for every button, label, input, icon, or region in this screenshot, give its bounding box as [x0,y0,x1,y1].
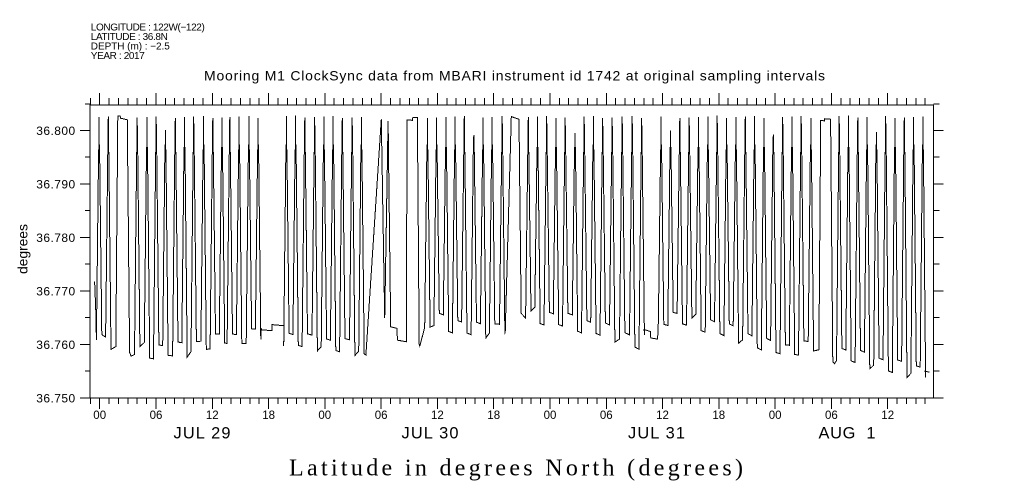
svg-text:06: 06 [375,410,388,422]
svg-text:LATITUDE : 36.8N: LATITUDE : 36.8N [91,32,168,43]
svg-text:06: 06 [600,410,613,422]
svg-text:AUG 1: AUG 1 [819,425,876,443]
svg-text:36.770: 36.770 [36,285,75,299]
svg-text:00: 00 [544,410,557,422]
svg-text:36.760: 36.760 [36,338,75,352]
svg-text:DEPTH (m) : −2.5: DEPTH (m) : −2.5 [91,41,170,52]
svg-text:36.780: 36.780 [36,231,75,245]
svg-text:LONGITUDE : 122W(−122): LONGITUDE : 122W(−122) [91,23,205,34]
svg-text:36.790: 36.790 [36,178,75,192]
svg-text:18: 18 [262,410,275,422]
svg-text:36.800: 36.800 [36,124,75,138]
svg-text:12: 12 [881,410,894,422]
svg-text:JUL 31: JUL 31 [628,425,685,443]
svg-text:00: 00 [769,410,782,422]
svg-text:06: 06 [150,410,163,422]
svg-text:JUL 30: JUL 30 [402,425,459,443]
svg-text:12: 12 [431,410,444,422]
svg-text:12: 12 [656,410,669,422]
svg-text:06: 06 [825,410,838,422]
svg-text:degrees: degrees [15,224,31,274]
svg-text:00: 00 [93,410,106,422]
svg-text:18: 18 [712,410,725,422]
svg-text:Mooring M1 ClockSync data from: Mooring M1 ClockSync data from MBARI ins… [204,67,825,83]
svg-text:JUL 29: JUL 29 [174,425,231,443]
svg-text:Latitude in degrees North (deg: Latitude in degrees North (degrees) [289,456,743,482]
svg-text:18: 18 [487,410,500,422]
svg-text:00: 00 [318,410,331,422]
svg-text:36.750: 36.750 [36,392,75,406]
svg-text:12: 12 [206,410,219,422]
svg-text:YEAR : 2017: YEAR : 2017 [91,51,145,62]
